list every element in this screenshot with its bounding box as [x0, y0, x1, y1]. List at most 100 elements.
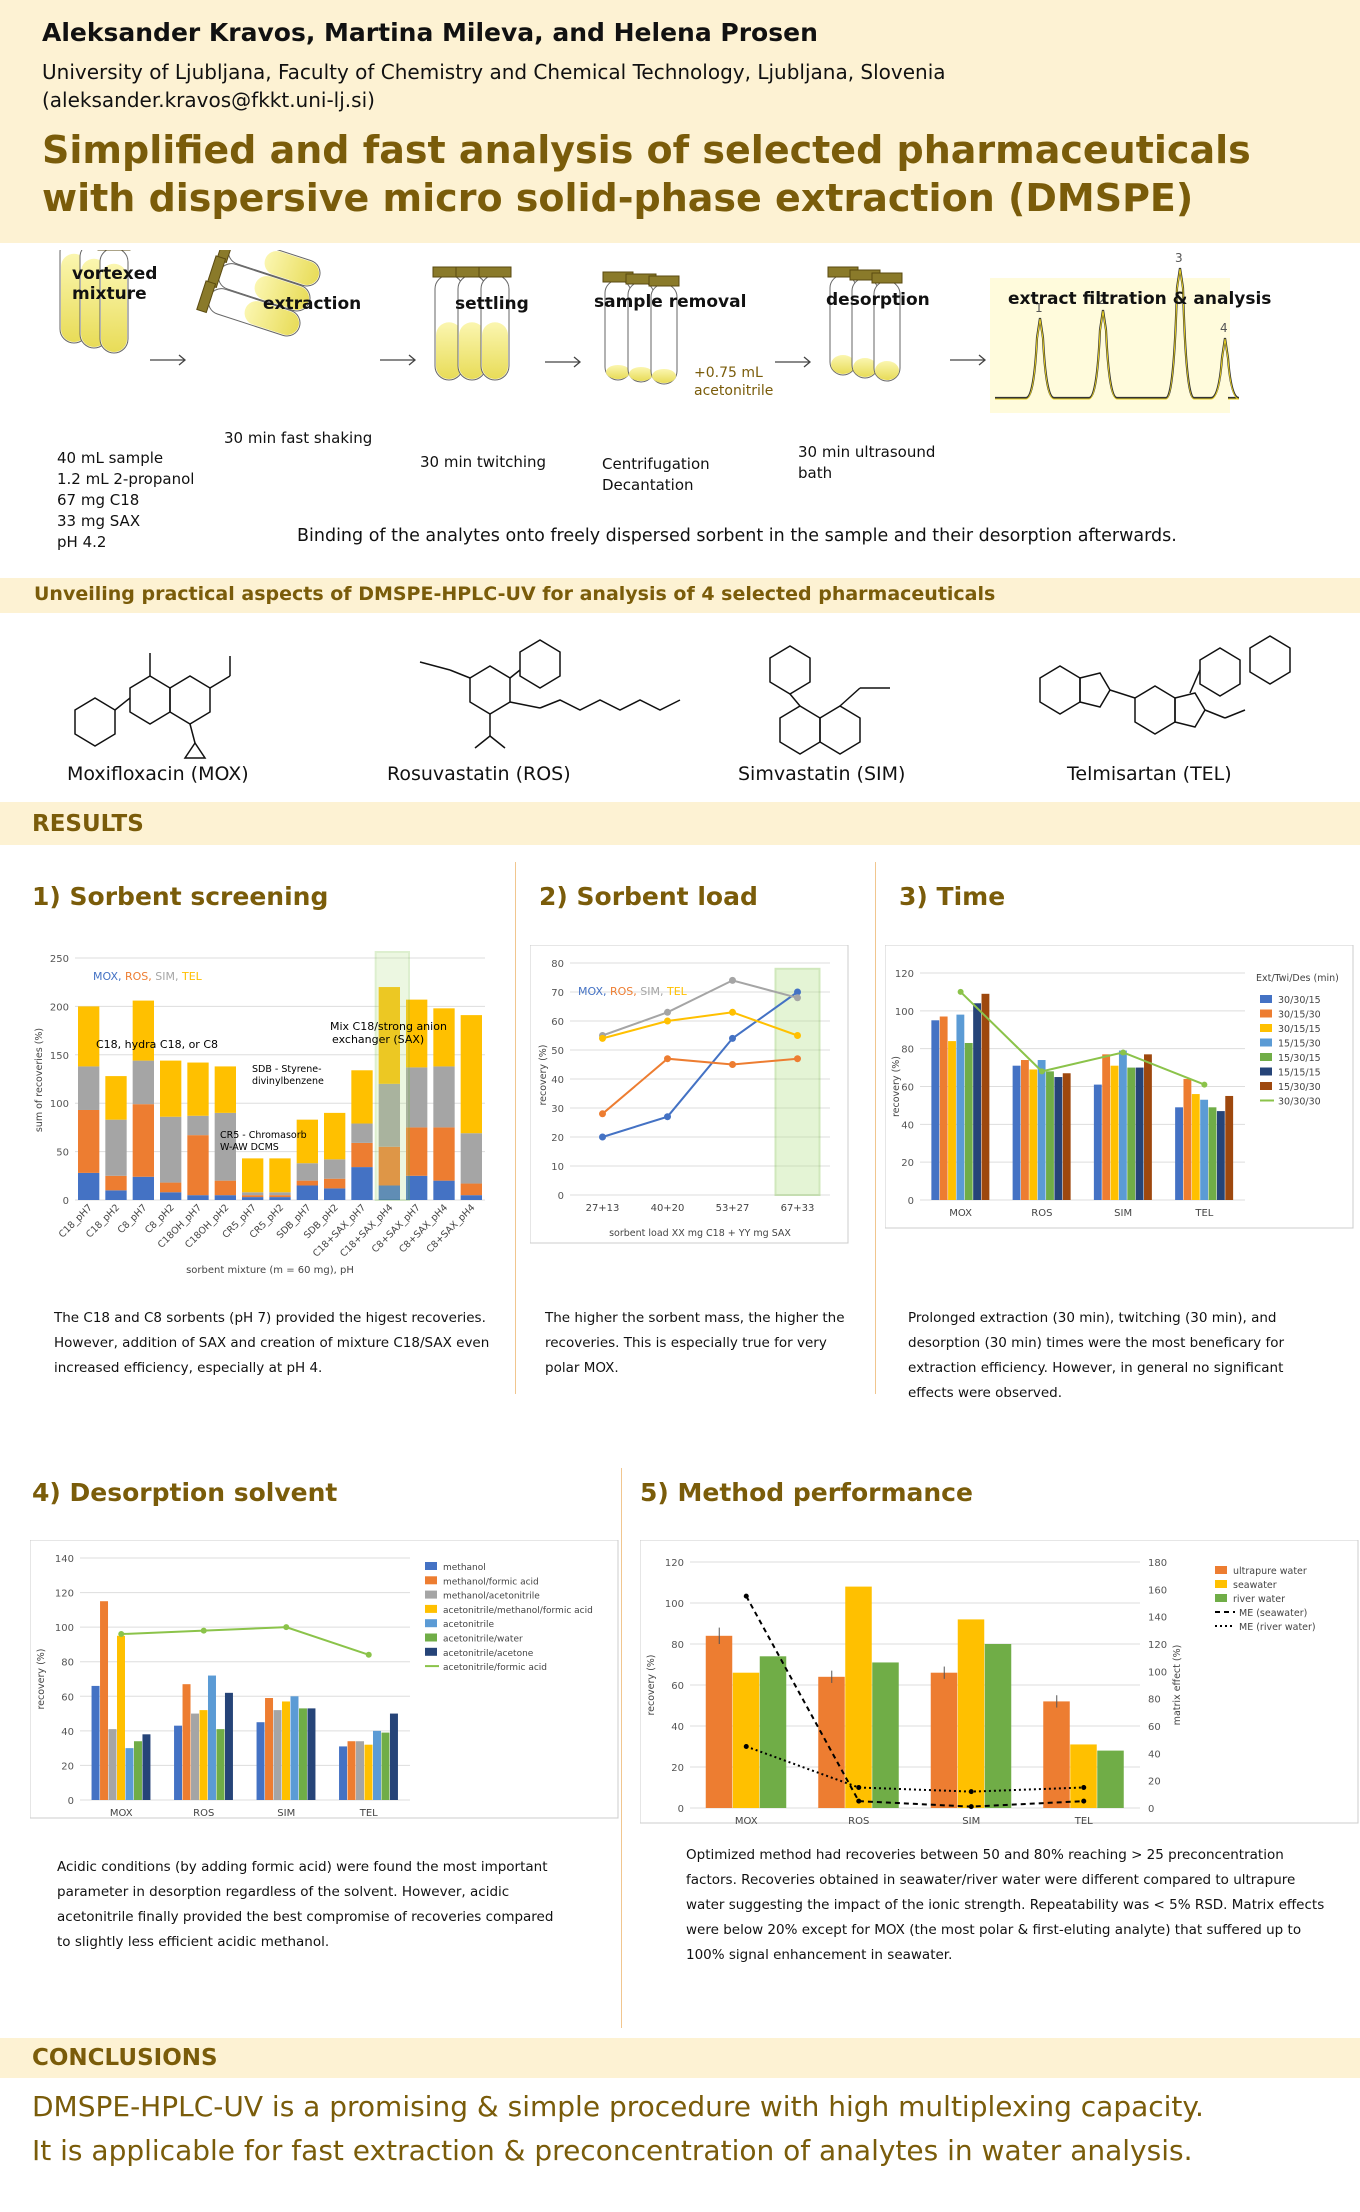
bar-segment [433, 1127, 455, 1181]
legend-item: 30/15/30 [1278, 1010, 1321, 1021]
bar [973, 1003, 982, 1200]
molecule-structures [74, 635, 1291, 759]
me-point [743, 1593, 749, 1599]
step-analysis: extract filtration & analysis [1008, 289, 1272, 309]
x-tick-label: 40+20 [651, 1203, 685, 1214]
y-tick-label: 120 [895, 969, 914, 980]
bar-segment [187, 1135, 209, 1196]
legend-item: acetonitrile/formic acid [443, 1663, 547, 1673]
data-point [729, 976, 736, 984]
tube-liquid [853, 358, 877, 377]
acn-l1: +0.75 mL [694, 365, 763, 381]
text-4: Acidic conditions (by adding formic acid… [57, 1859, 554, 1950]
data-point [1038, 1068, 1045, 1075]
bar [256, 1722, 265, 1800]
bar [1200, 1099, 1209, 1200]
bar-segment [460, 1015, 482, 1134]
annotation: C18, hydra C18, or C8 [96, 1038, 218, 1051]
y-tick-label: 40 [671, 1722, 684, 1733]
bar [956, 1014, 965, 1200]
bar [1127, 1067, 1136, 1200]
legend-swatch [1260, 1053, 1272, 1061]
bar [1102, 1054, 1111, 1200]
recipe-line: pH 4.2 [57, 533, 107, 551]
bar-segment [269, 1195, 291, 1198]
y-tick-label: 20 [671, 1763, 684, 1774]
centrif-label: Centrifugation Decantation [602, 454, 710, 496]
data-point [118, 1631, 125, 1638]
y-tick-label: 80 [671, 1640, 684, 1651]
tube-liquid [244, 301, 300, 335]
data-point [1201, 1081, 1208, 1088]
conclusions-title: CONCLUSIONS [32, 2045, 218, 2071]
legend-item: ROS, [125, 970, 155, 983]
y-tick-label: 80 [61, 1658, 74, 1669]
data-point [664, 1017, 671, 1025]
tube-cap [196, 280, 217, 314]
step-extraction: extraction [263, 294, 362, 314]
me-point [968, 1804, 974, 1810]
bar-segment [406, 1127, 428, 1176]
bar [930, 1672, 958, 1808]
bar [818, 1676, 845, 1808]
acn-label: +0.75 mL acetonitrile [694, 364, 773, 400]
x-axis-label: sorbent mixture (m = 60 mg), pH [186, 1265, 354, 1276]
bar [705, 1635, 733, 1808]
x-tick-label: 53+27 [716, 1203, 750, 1214]
data-point [200, 1627, 207, 1634]
bar [931, 1020, 940, 1200]
y-tick-label: 60 [671, 1681, 684, 1692]
legend-swatch [1260, 1067, 1272, 1076]
y-tick-label: 100 [50, 1099, 69, 1110]
section-1-title: 1) Sorbent screening [32, 882, 328, 911]
x-tick-label: SIM [1114, 1208, 1132, 1219]
legend-swatch [425, 1604, 437, 1613]
bar-segment [296, 1180, 318, 1186]
bar-segment [214, 1066, 236, 1113]
y-tick-label: 50 [56, 1148, 69, 1159]
tube-liquid [652, 369, 676, 383]
y2-axis-label: matrix effect (%) [1172, 1645, 1183, 1726]
arrow-head-icon [573, 356, 582, 368]
me-point [743, 1744, 749, 1749]
y-tick-label: 0 [678, 1804, 684, 1815]
legend-item: ROS, [610, 985, 640, 998]
bar [191, 1713, 200, 1800]
conclusion-line-2: It is applicable for fast extraction & p… [32, 2134, 1193, 2167]
annotation: SDB - Styrene- [252, 1064, 322, 1075]
bar-segment [160, 1182, 182, 1193]
bar-segment [324, 1112, 346, 1160]
tube-liquid [459, 322, 485, 379]
bar-segment [242, 1158, 264, 1193]
data-point [729, 1034, 736, 1042]
bar [1012, 1065, 1021, 1200]
bar [265, 1698, 274, 1800]
bar-segment [242, 1197, 264, 1200]
text-3: Prolonged extraction (30 min), twitching… [908, 1310, 1285, 1401]
me-point [856, 1798, 862, 1804]
bar [298, 1708, 307, 1800]
data-point [599, 1034, 606, 1042]
bar [1110, 1065, 1119, 1200]
y2-tick-label: 100 [1148, 1667, 1167, 1678]
y-tick-label: 30 [551, 1104, 564, 1115]
bar [207, 1675, 216, 1800]
y-tick-label: 20 [551, 1133, 564, 1144]
tube-liquid [101, 263, 127, 352]
data-point [794, 1055, 801, 1063]
y-tick-label: 50 [551, 1046, 564, 1057]
tube-icon [455, 266, 489, 381]
y-axis-label: recovery (%) [646, 1654, 657, 1715]
y-tick-label: 100 [55, 1623, 74, 1634]
divider [621, 1468, 622, 2028]
y2-tick-label: 60 [1148, 1722, 1161, 1733]
tube-liquid [831, 355, 855, 374]
y-tick-label: 20 [61, 1761, 74, 1772]
chart-frame [640, 1540, 1359, 1824]
y-tick-label: 0 [68, 1796, 74, 1807]
section-4-title: 4) Desorption solvent [32, 1478, 338, 1507]
bar-segment [460, 1195, 482, 1200]
tube-icon [206, 255, 311, 312]
bar [339, 1746, 348, 1800]
y-axis-label: recovery (%) [538, 1044, 549, 1105]
